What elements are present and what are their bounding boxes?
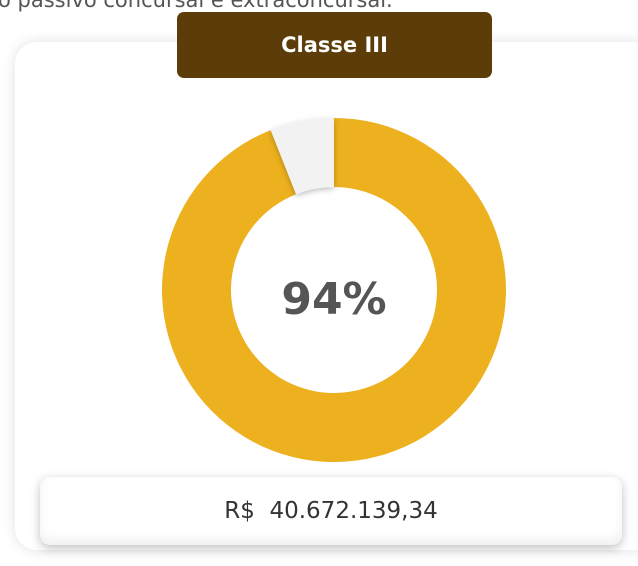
- header-text: o passivo concursal e extraconcursal.: [0, 0, 393, 12]
- donut-slice: [270, 118, 334, 195]
- title-badge: Classe III: [177, 12, 492, 78]
- donut-slice: [162, 118, 507, 462]
- center-label: 94%: [281, 274, 386, 325]
- amount-box: R$ 40.672.139,34: [40, 477, 622, 545]
